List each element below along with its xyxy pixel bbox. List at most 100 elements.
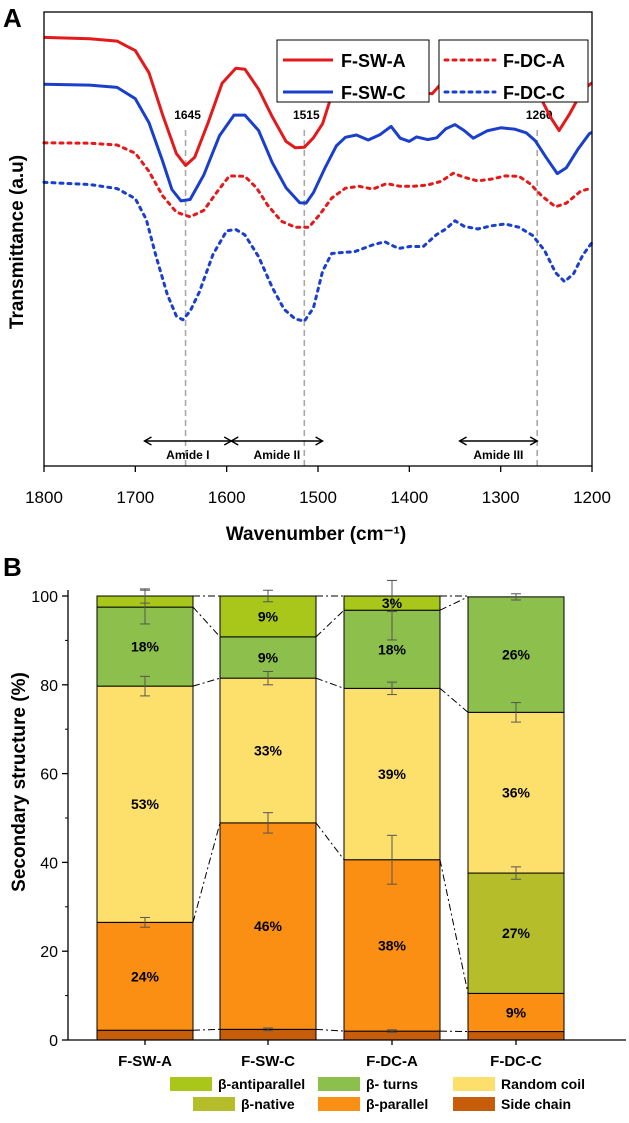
region-label: Amide I [166,448,209,462]
category-label: F-SW-C [241,1053,295,1070]
amide-regions: Amide I Amide II Amide III [143,436,539,462]
error-bar [511,593,521,601]
data-label: 33% [254,743,283,759]
legend-swatch-antiparallel [170,1077,212,1091]
legend-swatch-native [193,1097,235,1111]
region-label: Amide II [254,448,301,462]
arrow-head-left [229,436,239,446]
error-bar [140,675,150,697]
legend-swatch-random-coil [453,1077,495,1091]
error-bar [263,812,273,834]
bar-stack-f-sw-c: 46% 33% 9% 9% [219,589,317,1041]
error-bar [387,579,397,613]
bar-segment-parallel [343,859,441,1032]
arrow-head-left [143,436,152,446]
reference-label-1645: 1645 [174,108,201,122]
legend-label-turns: β- turns [366,1076,418,1092]
x-tick-label: 1500 [299,488,337,507]
legend: F-SW-A F-SW-C F-DC-A F-DC-C [276,39,589,103]
legend-label-side-chain: Side chain [501,1096,571,1112]
bar-segment-parallel [467,992,565,1033]
bar-segment-side-chain [96,1029,194,1041]
category-label: F-DC-A [366,1053,418,1070]
data-label: 9% [258,649,279,665]
y-tick-label: 20 [40,944,58,961]
secondary-structure-panel: B Secondary structure (%) 24% 53% 18% 46% 33… [3,552,626,1112]
connector-line [315,677,345,689]
data-label: 9% [258,608,279,624]
bar-stack-f-dc-a: 38% 39% 18% 3% [343,579,441,1041]
legend-label-f-sw-c: F-SW-C [341,83,406,103]
stacked-bars: 24% 53% 18% 46% 33% 9% 9% 38% 39% 18% 3% 9% 27% 36% 26… [96,579,565,1041]
error-bar [387,681,397,696]
data-label: 3% [382,595,403,611]
legend-swatch-side-chain [453,1097,495,1111]
connector-line [192,822,221,923]
y-tick-label: 60 [40,767,58,784]
connector-line [439,687,469,713]
connector-line [439,859,469,994]
connector-line [439,596,469,611]
data-label: 24% [131,968,160,984]
legend: β-antiparallel β- turns Random coil β-nativ… [170,1076,585,1112]
legend-label-random-coil: Random coil [501,1076,585,1092]
connector-lines [192,595,469,1033]
series-line-f-sw-c [43,82,593,205]
region-label: Amide III [473,448,523,462]
error-bar [387,834,397,885]
arrow-head-left [458,436,467,446]
data-label: 18% [378,641,407,657]
legend-swatch-parallel [318,1097,360,1111]
bar-segment-side-chain [467,1031,565,1041]
connector-line [192,1028,221,1031]
error-bar [263,670,273,686]
connector-line [315,822,345,861]
bar-segment-random-coil [96,685,194,923]
x-tick-label: 1600 [208,488,246,507]
legend-label-f-dc-c: F-DC-C [503,83,565,103]
data-label: 46% [254,918,283,934]
y-axis-title: Transmittance (a.u) [7,155,28,329]
region-amide-iii: Amide III [458,436,539,462]
panel-label-b: B [3,552,22,582]
data-label: 39% [378,766,407,782]
reference-label-1515: 1515 [293,108,320,122]
x-tick-label: 1800 [25,488,63,507]
region-amide-ii: Amide II [229,436,324,462]
reference-lines: 1645 1515 1260 [174,108,553,466]
data-label: 27% [502,925,531,941]
error-bar [140,588,150,604]
legend-label-parallel: β-parallel [366,1096,428,1112]
category-label: F-SW-A [118,1053,172,1070]
connector-line [192,677,221,687]
series-line-f-dc-a [42,141,594,229]
arrow-head-right [315,436,324,446]
data-label: 53% [131,796,160,812]
connector-line [315,609,345,638]
data-label: 9% [506,1004,527,1020]
series-line-f-dc-c [42,180,594,323]
legend-label-antiparallel: β-antiparallel [218,1076,305,1092]
y-axis-title: Secondary structure (%) [9,672,30,892]
panel-label-a: A [3,3,22,33]
data-label: 18% [131,639,160,655]
bar-segment-random-coil [219,677,317,824]
arrow-head-right [529,436,539,446]
legend-label-native: β-native [241,1096,295,1112]
legend-swatch-turns [318,1077,360,1091]
x-tick-label: 1300 [482,488,520,507]
bar-segment-random-coil [467,711,565,874]
data-label: 26% [502,647,531,663]
y-tick-label: 0 [49,1033,58,1050]
axes: 0 20 40 60 80 100 F-SW-A F-SW-C F-DC-A F-DC-C [31,589,626,1070]
y-tick-label: 40 [40,855,58,872]
bar-segment-antiparallel [219,595,317,638]
x-axis-title: Wavenumber (cm⁻¹) [226,524,406,545]
legend-label-f-sw-a: F-SW-A [341,51,406,71]
ftir-panel: A Transmittance (a.u) Wavenumber (cm⁻¹) … [3,3,611,545]
region-amide-i: Amide I [143,436,233,462]
x-tick-label: 1400 [390,488,428,507]
error-bar [263,589,273,603]
y-tick-label: 100 [31,589,58,606]
